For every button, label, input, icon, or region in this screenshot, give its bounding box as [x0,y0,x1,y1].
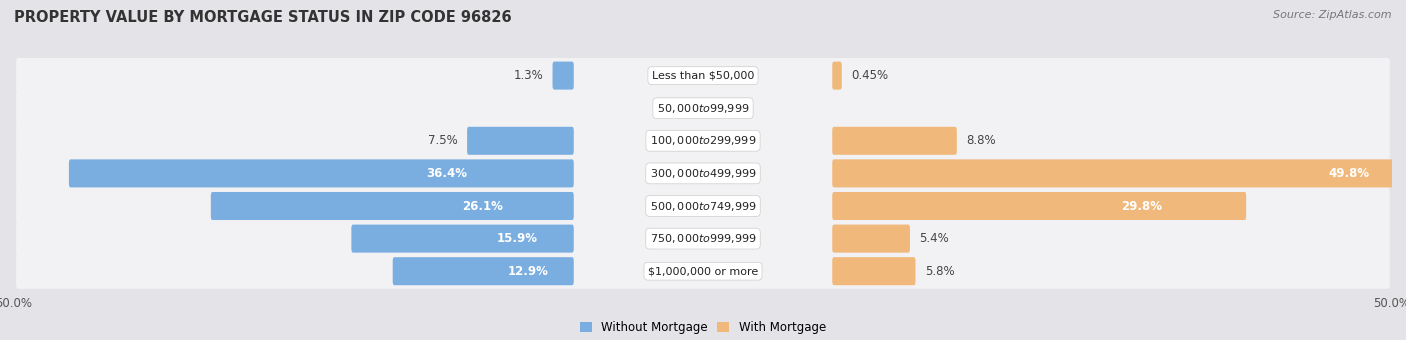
Text: 5.8%: 5.8% [925,265,955,278]
Text: Source: ZipAtlas.com: Source: ZipAtlas.com [1274,10,1392,20]
Text: PROPERTY VALUE BY MORTGAGE STATUS IN ZIP CODE 96826: PROPERTY VALUE BY MORTGAGE STATUS IN ZIP… [14,10,512,25]
FancyBboxPatch shape [15,90,1391,126]
Text: 5.4%: 5.4% [920,232,949,245]
FancyBboxPatch shape [832,257,915,285]
FancyBboxPatch shape [15,58,1391,93]
FancyBboxPatch shape [832,127,957,155]
FancyBboxPatch shape [467,127,574,155]
Text: 7.5%: 7.5% [427,134,458,147]
Text: 26.1%: 26.1% [461,200,502,212]
Text: Less than $50,000: Less than $50,000 [652,71,754,81]
Text: $500,000 to $749,999: $500,000 to $749,999 [650,200,756,212]
FancyBboxPatch shape [832,192,1246,220]
FancyBboxPatch shape [352,225,574,253]
FancyBboxPatch shape [392,257,574,285]
Text: 0.45%: 0.45% [851,69,889,82]
Text: 12.9%: 12.9% [508,265,548,278]
FancyBboxPatch shape [15,188,1391,224]
Text: $100,000 to $299,999: $100,000 to $299,999 [650,134,756,147]
Text: $750,000 to $999,999: $750,000 to $999,999 [650,232,756,245]
FancyBboxPatch shape [69,159,574,187]
FancyBboxPatch shape [15,254,1391,289]
FancyBboxPatch shape [15,123,1391,158]
FancyBboxPatch shape [15,156,1391,191]
Text: 8.8%: 8.8% [966,134,995,147]
Text: $50,000 to $99,999: $50,000 to $99,999 [657,102,749,115]
Legend: Without Mortgage, With Mortgage: Without Mortgage, With Mortgage [575,317,831,339]
Text: 15.9%: 15.9% [496,232,538,245]
FancyBboxPatch shape [832,62,842,90]
Text: 49.8%: 49.8% [1329,167,1369,180]
FancyBboxPatch shape [211,192,574,220]
FancyBboxPatch shape [15,221,1391,256]
Text: 36.4%: 36.4% [426,167,467,180]
FancyBboxPatch shape [832,159,1406,187]
Text: $300,000 to $499,999: $300,000 to $499,999 [650,167,756,180]
Text: $1,000,000 or more: $1,000,000 or more [648,266,758,276]
Text: 1.3%: 1.3% [513,69,543,82]
Text: 29.8%: 29.8% [1122,200,1163,212]
FancyBboxPatch shape [832,225,910,253]
FancyBboxPatch shape [553,62,574,90]
